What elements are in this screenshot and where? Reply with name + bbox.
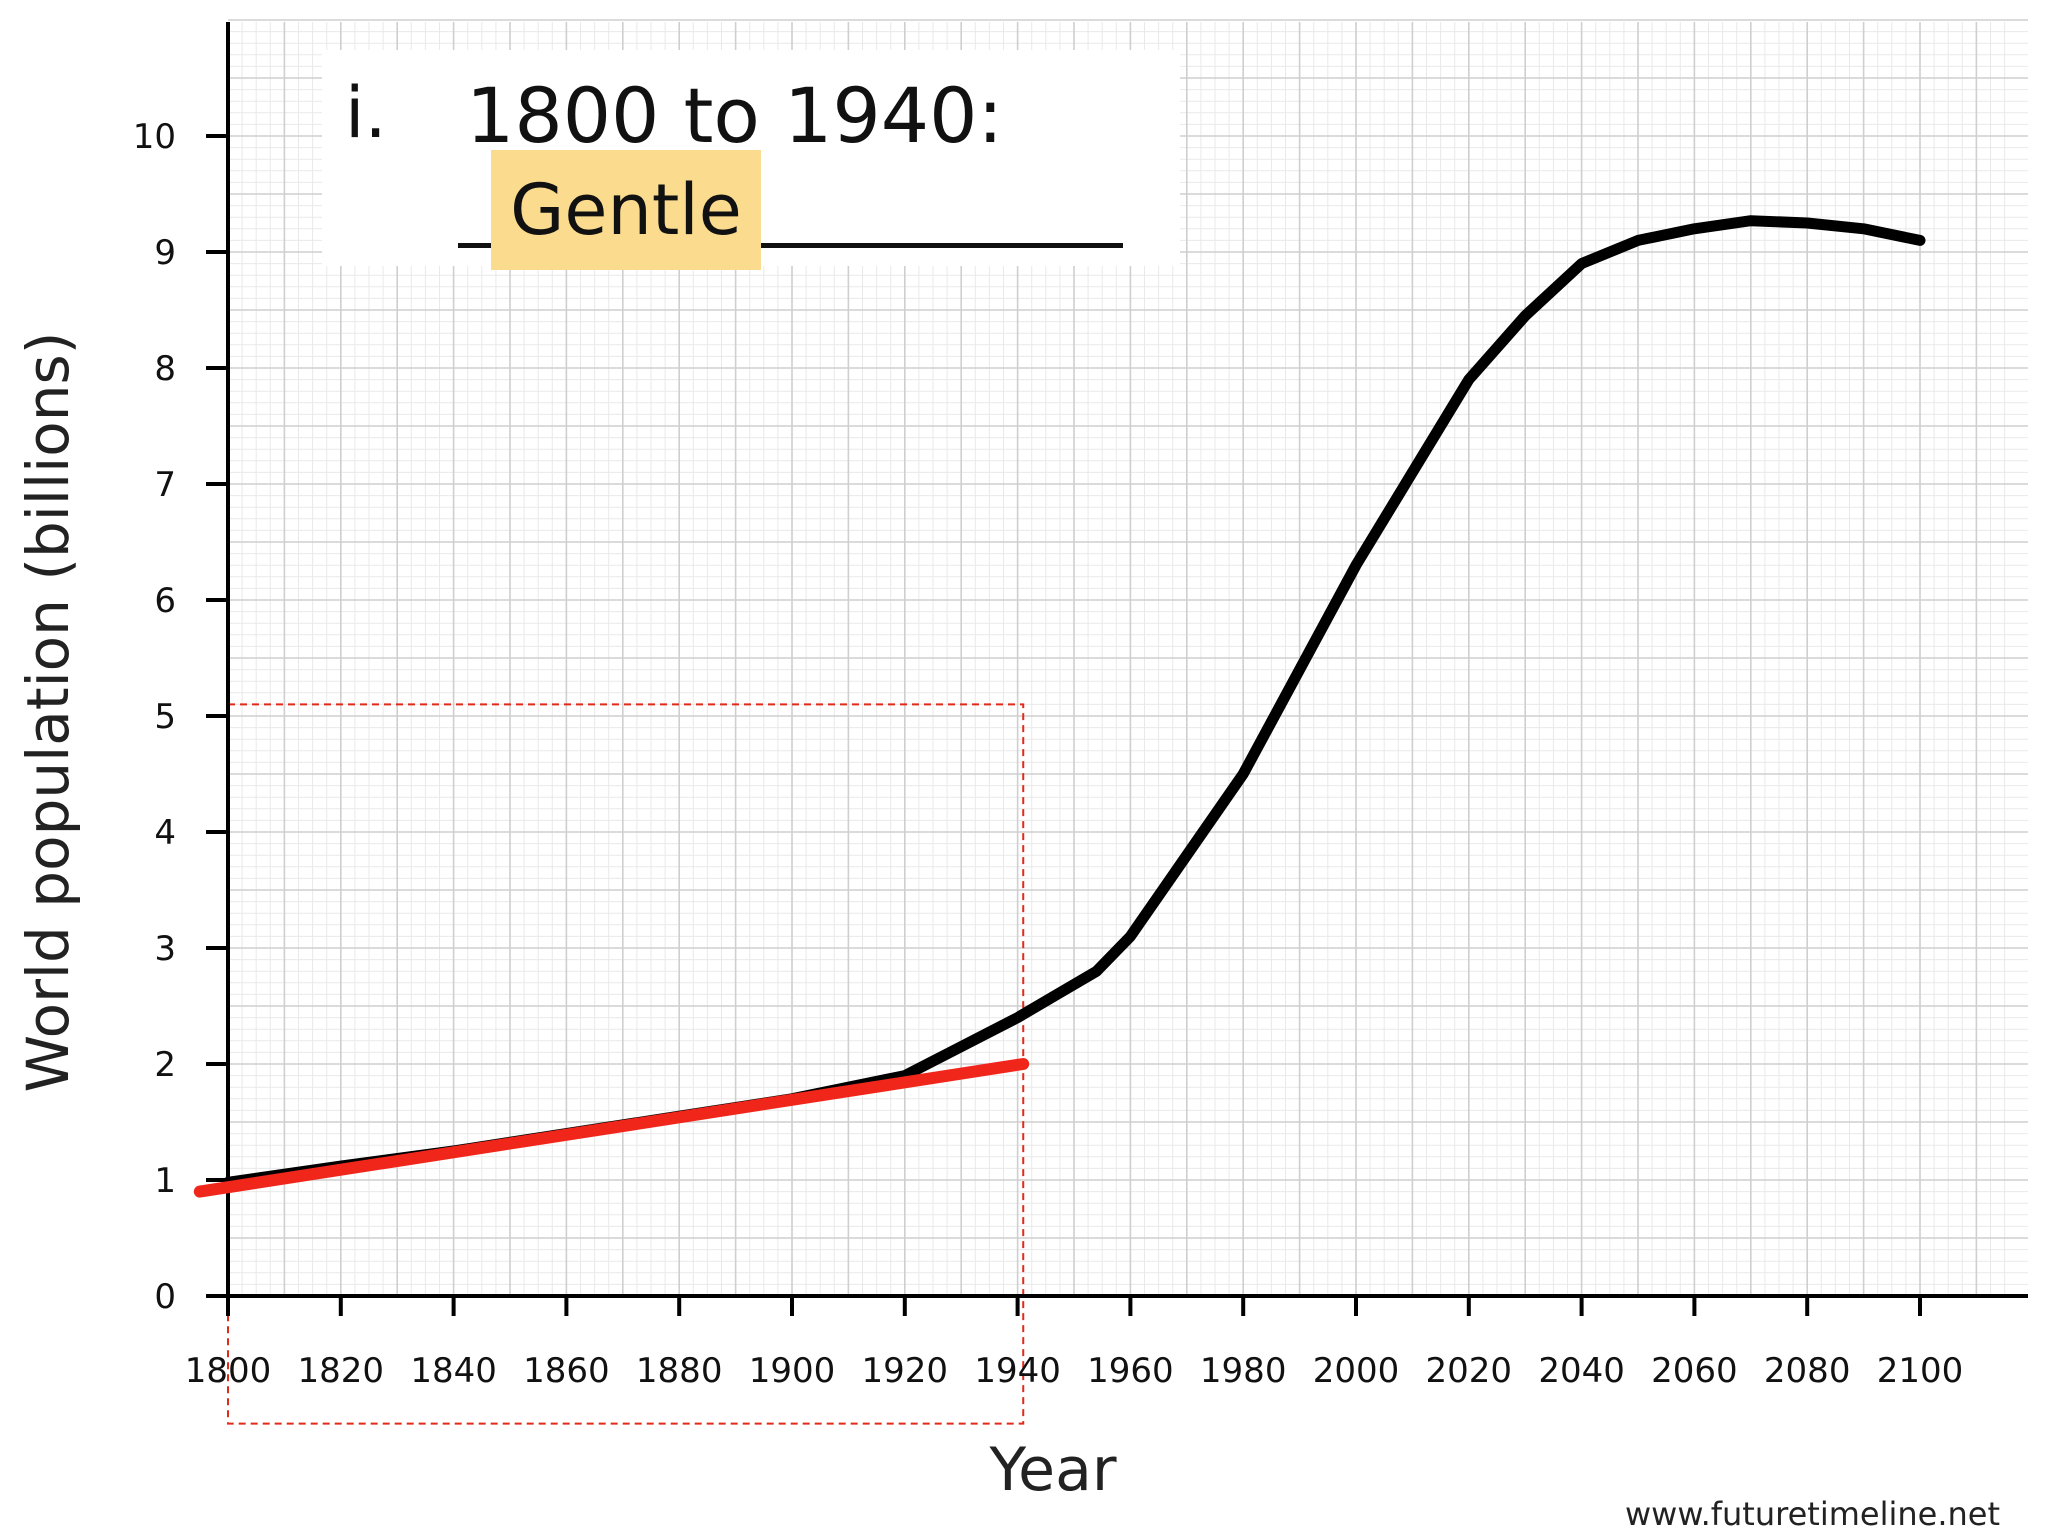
x-axis-label: Year (988, 1435, 1116, 1505)
annotation-blank-line (458, 243, 1123, 248)
y-tick-label: 6 (154, 581, 176, 621)
x-tick-label: 2060 (1651, 1351, 1738, 1391)
y-tick-label: 2 (154, 1045, 176, 1085)
x-tick-label: 1880 (636, 1351, 723, 1391)
y-tick-label: 4 (154, 813, 176, 853)
x-tick-label: 1800 (185, 1351, 272, 1391)
source-credit: www.futuretimeline.net (1625, 1495, 2000, 1533)
x-tick-label: 1860 (523, 1351, 610, 1391)
x-tick-label: 1900 (749, 1351, 836, 1391)
tick-labels: 1800 1820 1840 1860 1880 1900 1920 1940 1960 1980… (133, 117, 1964, 1391)
series-lines (193, 215, 1926, 1198)
annotation-answer: Gentle (491, 150, 761, 270)
y-tick-label: 7 (154, 465, 176, 505)
y-tick-label: 0 (154, 1277, 176, 1317)
axes (226, 22, 2028, 1298)
x-tick-label: 2000 (1313, 1351, 1400, 1391)
x-tick-label: 2100 (1877, 1351, 1964, 1391)
x-tick-label: 1840 (410, 1351, 497, 1391)
x-tick-label: 1920 (862, 1351, 949, 1391)
y-tick-label: 5 (154, 697, 176, 737)
y-tick-label: 8 (154, 349, 176, 389)
x-tick-label: 1980 (1200, 1351, 1287, 1391)
y-axis-label: World population (billions) (14, 332, 82, 1093)
x-tick-label: 2080 (1764, 1351, 1851, 1391)
y-tick-label: 10 (133, 117, 176, 157)
annotation-number: i. (345, 72, 387, 154)
x-tick-label: 1940 (974, 1351, 1061, 1391)
y-tick-label: 3 (154, 929, 176, 969)
y-tick-label: 1 (154, 1161, 176, 1201)
y-tick-label: 9 (154, 233, 176, 273)
x-tick-label: 1820 (298, 1351, 385, 1391)
trend-line (193, 1058, 1030, 1198)
annotation-title: 1800 to 1940: (466, 71, 1004, 160)
x-tick-label: 2040 (1538, 1351, 1625, 1391)
x-tick-label: 1960 (1087, 1351, 1174, 1391)
axis-ticks (206, 134, 1922, 1316)
x-tick-label: 2020 (1426, 1351, 1513, 1391)
